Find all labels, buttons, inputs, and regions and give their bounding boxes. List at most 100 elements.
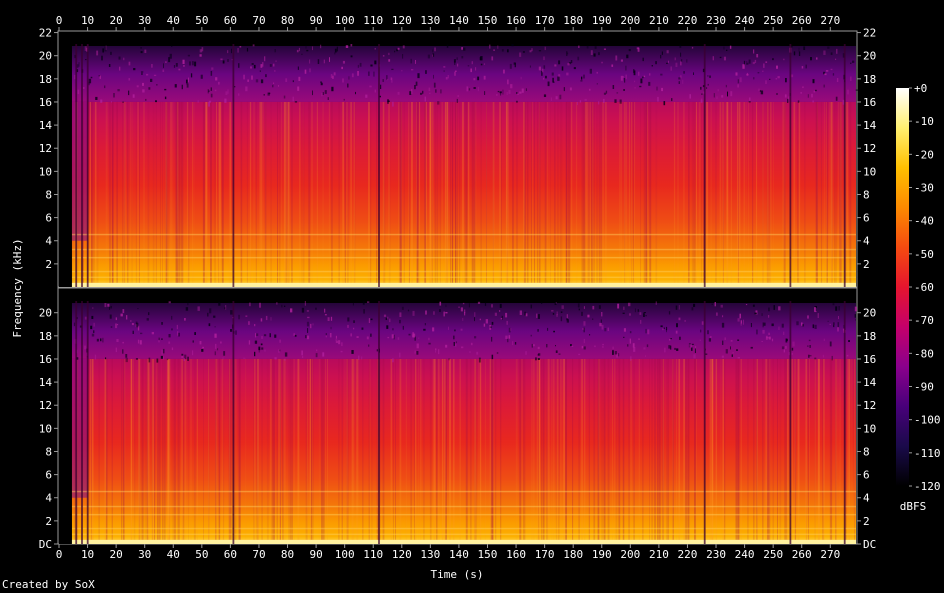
y-tick-label-left: 10 bbox=[39, 165, 52, 178]
x-tick-label-top: 270 bbox=[820, 14, 840, 27]
spectral-streak bbox=[489, 358, 491, 544]
spectral-streak bbox=[137, 101, 139, 287]
noise-speck bbox=[461, 56, 464, 59]
noise-speck bbox=[468, 303, 470, 308]
spectral-streak bbox=[548, 358, 550, 544]
noise-speck bbox=[587, 314, 590, 318]
noise-speck bbox=[756, 54, 759, 58]
noise-speck bbox=[544, 46, 546, 51]
spectral-streak bbox=[791, 358, 793, 544]
spectral-streak bbox=[445, 101, 447, 287]
noise-speck bbox=[245, 86, 248, 92]
noise-speck bbox=[505, 312, 508, 318]
spectral-streak bbox=[523, 358, 526, 544]
noise-speck bbox=[177, 331, 179, 336]
spectral-streak bbox=[179, 101, 182, 287]
x-tick-label-top: 100 bbox=[335, 14, 355, 27]
spectral-streak bbox=[835, 358, 837, 544]
noise-speck bbox=[126, 315, 128, 320]
spectral-streak bbox=[537, 358, 539, 544]
noise-speck bbox=[411, 89, 413, 94]
noise-speck bbox=[304, 301, 306, 306]
noise-speck bbox=[657, 96, 659, 102]
spectral-streak bbox=[152, 101, 155, 287]
noise-speck bbox=[164, 96, 167, 100]
spectral-streak bbox=[429, 101, 431, 287]
noise-speck bbox=[680, 61, 682, 66]
noise-speck bbox=[424, 323, 426, 326]
spectral-streak bbox=[543, 358, 545, 544]
spectral-streak bbox=[726, 101, 728, 287]
noise-speck bbox=[297, 66, 299, 70]
spectral-streak bbox=[416, 101, 418, 287]
noise-speck bbox=[176, 324, 178, 330]
noise-speck bbox=[278, 85, 279, 87]
spectral-streak bbox=[588, 358, 590, 544]
spectral-streak bbox=[130, 358, 133, 544]
spectral-streak bbox=[673, 358, 674, 544]
noise-speck bbox=[811, 93, 813, 98]
noise-speck bbox=[76, 64, 79, 68]
noise-speck bbox=[258, 346, 261, 351]
noise-speck bbox=[796, 321, 799, 326]
spectral-streak bbox=[711, 358, 714, 544]
noise-speck bbox=[666, 326, 668, 331]
spectral-streak bbox=[672, 358, 674, 544]
noise-speck bbox=[616, 354, 618, 358]
spectral-streak bbox=[377, 358, 379, 544]
spectral-streak bbox=[82, 101, 84, 287]
noise-speck bbox=[791, 352, 793, 355]
spectral-streak bbox=[131, 358, 133, 544]
noise-speck bbox=[368, 318, 371, 323]
spectral-streak bbox=[779, 358, 782, 544]
noise-speck bbox=[735, 72, 738, 76]
spectral-streak bbox=[836, 101, 837, 287]
noise-speck bbox=[469, 351, 471, 353]
noise-speck bbox=[215, 77, 218, 81]
spectral-streak bbox=[283, 101, 286, 287]
spectral-streak bbox=[465, 101, 468, 287]
noise-speck bbox=[725, 84, 727, 88]
noise-speck bbox=[104, 46, 107, 52]
noise-speck bbox=[484, 302, 487, 306]
spectral-streak bbox=[331, 101, 332, 287]
noise-speck bbox=[115, 317, 117, 321]
spectral-streak bbox=[506, 101, 508, 287]
noise-speck bbox=[674, 347, 676, 350]
spectral-streak bbox=[773, 101, 774, 287]
spectral-streak bbox=[492, 358, 494, 544]
spectral-streak bbox=[649, 101, 652, 287]
noise-speck bbox=[434, 47, 436, 52]
noise-speck bbox=[615, 55, 618, 61]
spectral-streak bbox=[557, 101, 559, 287]
noise-speck bbox=[428, 337, 430, 341]
noise-speck bbox=[829, 323, 831, 325]
spectral-streak bbox=[424, 101, 426, 287]
spectral-streak bbox=[563, 358, 565, 544]
noise-speck bbox=[781, 346, 785, 350]
noise-speck bbox=[192, 61, 194, 66]
noise-speck bbox=[123, 57, 125, 61]
noise-speck bbox=[197, 100, 199, 103]
spectral-streak bbox=[538, 358, 540, 544]
noise-speck bbox=[335, 339, 338, 341]
noise-speck bbox=[614, 99, 617, 103]
noise-speck bbox=[417, 73, 420, 79]
spectral-streak bbox=[601, 358, 604, 544]
noise-speck bbox=[194, 332, 196, 335]
spectral-streak bbox=[186, 101, 189, 287]
noise-speck bbox=[342, 78, 344, 83]
y-tick-label-right: 20 bbox=[863, 50, 876, 63]
noise-speck bbox=[508, 90, 511, 94]
noise-speck bbox=[598, 305, 601, 309]
spectral-streak bbox=[172, 358, 175, 544]
y-tick-label-left: 14 bbox=[39, 376, 53, 389]
noise-speck bbox=[742, 64, 745, 69]
noise-speck bbox=[496, 352, 499, 354]
noise-speck bbox=[187, 54, 190, 57]
x-tick-label-top: 90 bbox=[309, 14, 322, 27]
noise-speck bbox=[290, 308, 293, 313]
noise-speck bbox=[253, 64, 256, 69]
noise-speck bbox=[456, 98, 458, 103]
noise-speck bbox=[707, 75, 709, 77]
